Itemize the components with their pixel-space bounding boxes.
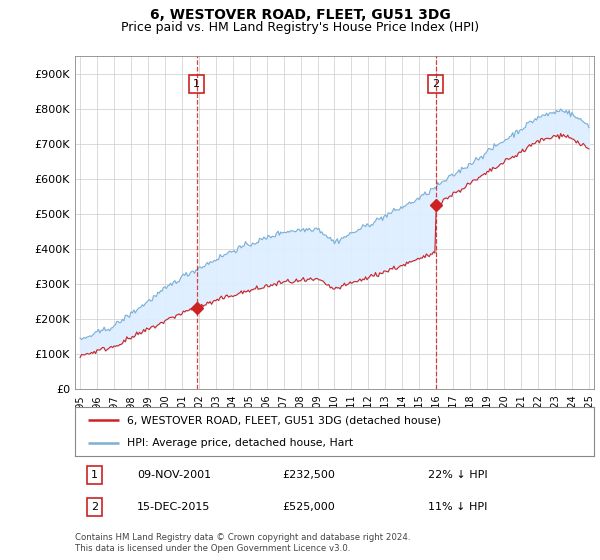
Text: 2: 2 bbox=[432, 79, 439, 89]
Text: Contains HM Land Registry data © Crown copyright and database right 2024.
This d: Contains HM Land Registry data © Crown c… bbox=[75, 533, 410, 553]
Text: 6, WESTOVER ROAD, FLEET, GU51 3DG (detached house): 6, WESTOVER ROAD, FLEET, GU51 3DG (detac… bbox=[127, 416, 441, 426]
Text: 15-DEC-2015: 15-DEC-2015 bbox=[137, 502, 211, 512]
Text: HPI: Average price, detached house, Hart: HPI: Average price, detached house, Hart bbox=[127, 438, 353, 448]
Text: £232,500: £232,500 bbox=[283, 470, 335, 480]
Text: 22% ↓ HPI: 22% ↓ HPI bbox=[428, 470, 488, 480]
Text: 6, WESTOVER ROAD, FLEET, GU51 3DG: 6, WESTOVER ROAD, FLEET, GU51 3DG bbox=[149, 8, 451, 22]
Text: 1: 1 bbox=[91, 470, 98, 480]
Text: Price paid vs. HM Land Registry's House Price Index (HPI): Price paid vs. HM Land Registry's House … bbox=[121, 21, 479, 34]
Text: 09-NOV-2001: 09-NOV-2001 bbox=[137, 470, 211, 480]
Text: £525,000: £525,000 bbox=[283, 502, 335, 512]
Text: 11% ↓ HPI: 11% ↓ HPI bbox=[428, 502, 487, 512]
Text: 1: 1 bbox=[193, 79, 200, 89]
Text: 2: 2 bbox=[91, 502, 98, 512]
